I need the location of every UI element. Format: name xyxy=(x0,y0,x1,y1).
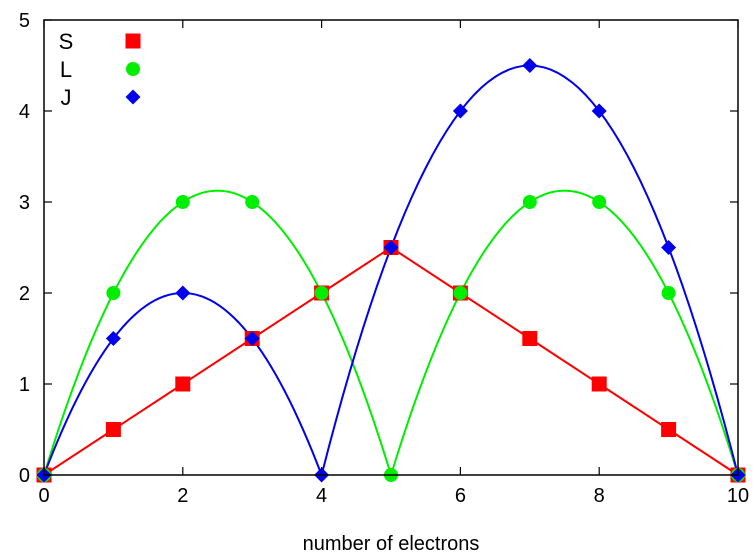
series-j-point xyxy=(522,58,538,73)
x-tick-label: 8 xyxy=(594,485,605,507)
series-s-point xyxy=(175,376,191,392)
x-tick-label: 6 xyxy=(455,485,466,507)
series-l-line xyxy=(43,189,739,476)
series-j-line xyxy=(43,64,739,476)
series-l-point xyxy=(106,286,121,300)
tick-labels: 0 2 4 6 8 10 0 1 2 3 4 5 xyxy=(19,10,749,507)
series-s-point xyxy=(591,376,607,392)
series-j-point xyxy=(452,103,468,119)
series-s-point xyxy=(105,422,121,437)
legend-marker-j xyxy=(125,89,141,105)
series-l-point xyxy=(245,195,260,209)
plot-frame xyxy=(43,19,739,476)
y-tick-label: 5 xyxy=(19,10,30,32)
series-j-point xyxy=(661,240,677,255)
x-axis-label: number of electrons xyxy=(303,533,480,554)
legend-label-s: S xyxy=(59,29,74,54)
series-j-point xyxy=(591,103,607,119)
series-curves xyxy=(43,64,739,476)
series-l-point xyxy=(592,195,607,209)
series-s-point xyxy=(661,422,677,437)
series-s-line xyxy=(43,246,739,476)
legend-marker-l xyxy=(126,62,140,76)
y-tick-label: 0 xyxy=(19,465,30,487)
axis-ticks xyxy=(43,19,739,476)
x-tick-label: 10 xyxy=(727,485,749,507)
series-l-point xyxy=(314,286,329,300)
legend-label-l: L xyxy=(60,57,72,82)
series-j-point xyxy=(383,240,399,255)
x-tick-label: 4 xyxy=(316,485,327,507)
y-tick-label: 4 xyxy=(19,101,30,123)
series-j-point xyxy=(244,331,260,346)
series-j-point xyxy=(175,285,191,301)
legend-marker-s xyxy=(125,33,141,49)
series-j-point xyxy=(105,331,121,346)
series-s-point xyxy=(522,331,538,346)
legend-label-j: J xyxy=(61,85,72,110)
series-markers xyxy=(36,58,746,483)
y-tick-label: 2 xyxy=(19,283,30,305)
series-l-point xyxy=(522,195,537,209)
y-tick-label: 1 xyxy=(19,374,30,396)
series-l-point xyxy=(175,195,190,209)
x-tick-label: 0 xyxy=(38,485,49,507)
series-l-point xyxy=(661,286,676,300)
legend: SLJ xyxy=(59,29,141,110)
x-tick-label: 2 xyxy=(177,485,188,507)
y-tick-label: 3 xyxy=(19,192,30,214)
series-l-point xyxy=(453,286,468,300)
